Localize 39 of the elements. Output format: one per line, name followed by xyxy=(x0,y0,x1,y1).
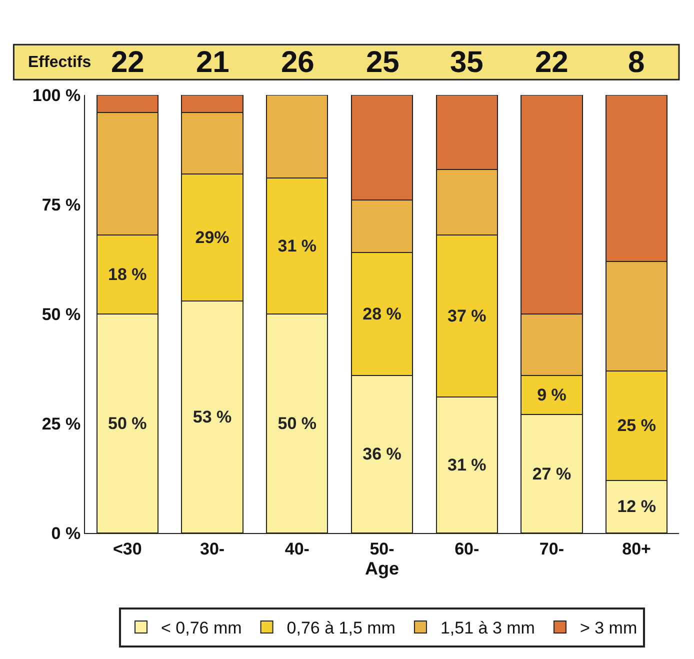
x-tick-label: 50- xyxy=(370,539,394,558)
legend-label: 1,51 à 3 mm xyxy=(440,618,535,638)
data-label: 9 % xyxy=(537,386,566,405)
data-label: 50 % xyxy=(278,414,317,433)
data-label: 18 % xyxy=(108,265,147,284)
text: Effectifs xyxy=(28,54,92,71)
y-tick-label: 75 % xyxy=(42,195,81,214)
data-label: 27 % xyxy=(532,464,572,484)
data-label: 50 % xyxy=(108,414,147,433)
data-label: 37 % xyxy=(447,306,486,326)
y-tick-label: 0 % xyxy=(51,524,81,543)
data-label: 28 % xyxy=(362,304,402,324)
x-tick-label: 60- xyxy=(454,539,480,558)
x-axis-title: Age xyxy=(364,558,400,578)
x-tick-label: <30 xyxy=(113,539,142,558)
data-label: 53 % xyxy=(192,407,232,426)
text: 35 xyxy=(450,46,484,79)
legend-label: > 3 mm xyxy=(580,618,638,638)
x-tick-label: 80+ xyxy=(622,539,652,558)
text: 8 xyxy=(628,46,645,79)
data-label: 31 % xyxy=(278,236,317,256)
y-tick-label: 25 % xyxy=(42,414,81,434)
data-label: 36 % xyxy=(362,444,402,464)
legend-label: 0,76 à 1,5 mm xyxy=(286,618,396,638)
text: 26 xyxy=(281,46,314,79)
text: 25 xyxy=(366,46,400,79)
data-label: 31 % xyxy=(447,456,486,475)
x-tick-label: 40- xyxy=(284,539,310,558)
data-label: 25 % xyxy=(617,416,656,436)
text: 22 xyxy=(535,46,568,79)
y-tick-label: 50 % xyxy=(42,304,81,324)
y-tick-label: 100 % xyxy=(32,86,81,105)
data-label: 29% xyxy=(195,228,230,247)
legend-label: < 0,76 mm xyxy=(161,618,242,638)
x-tick-label: 30- xyxy=(200,539,225,558)
text: 21 xyxy=(196,46,230,79)
data-label: 12 % xyxy=(617,497,656,516)
text: 22 xyxy=(111,46,144,79)
x-tick-label: 70- xyxy=(539,539,564,558)
